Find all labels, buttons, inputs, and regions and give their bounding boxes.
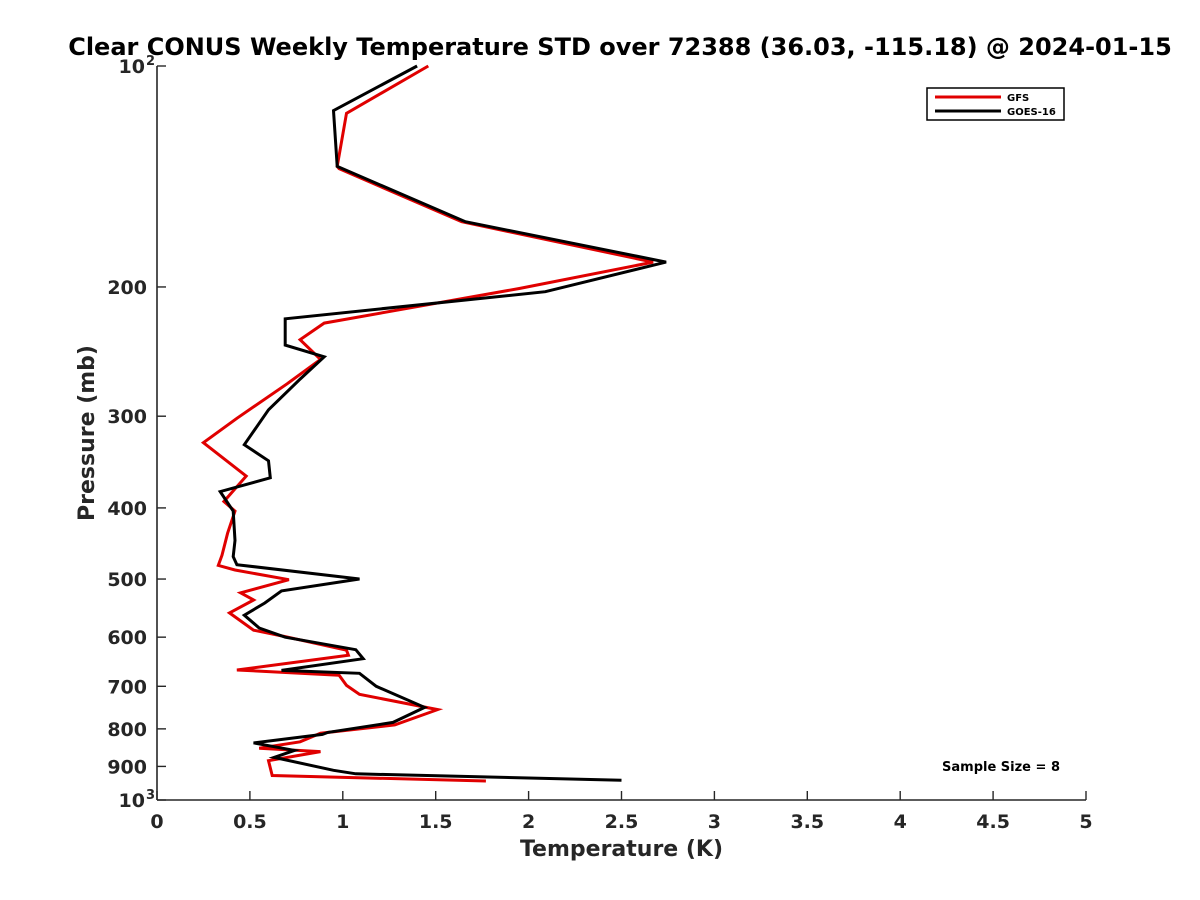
y-tick-label: 500 <box>107 569 147 591</box>
chart-title: Clear CONUS Weekly Temperature STD over … <box>68 33 1172 61</box>
y-axis-label: Pressure (mb) <box>75 345 100 521</box>
y-tick-exponent: 3 <box>146 788 155 803</box>
y-tick-label: 700 <box>107 676 147 698</box>
x-tick-label: 2.5 <box>605 811 639 833</box>
x-axis-ticks: 0 0.5 1 1.5 2 2.5 3 3.5 4 4.5 5 <box>150 791 1093 833</box>
legend-label-gfs: GFS <box>1007 93 1029 104</box>
x-tick-label: 4 <box>894 811 907 833</box>
x-tick-label: 1 <box>336 811 349 833</box>
legend-label-goes-16: GOES-16 <box>1007 107 1056 118</box>
x-tick-label: 3.5 <box>790 811 824 833</box>
x-tick-label: 1.5 <box>419 811 453 833</box>
legend: GFS GOES-16 <box>926 87 1065 121</box>
y-tick-label: 600 <box>107 627 147 649</box>
y-tick-label: 10 <box>119 790 145 812</box>
series-line-goes-16 <box>217 64 667 782</box>
x-tick-label: 0 <box>150 811 163 833</box>
series-line-gfs <box>200 64 654 783</box>
x-axis-label: Temperature (K) <box>520 837 723 862</box>
x-tick-label: 0.5 <box>233 811 267 833</box>
y-tick-exponent: 2 <box>146 54 155 69</box>
y-tick-label: 10 <box>119 56 145 78</box>
plot-frame <box>156 66 1086 801</box>
y-tick-label: 800 <box>107 719 147 741</box>
x-tick-label: 2 <box>522 811 535 833</box>
legend-box <box>926 87 1065 121</box>
y-tick-label: 200 <box>107 277 147 299</box>
series-layer <box>200 64 667 783</box>
y-tick-label: 900 <box>107 756 147 778</box>
x-tick-label: 3 <box>708 811 721 833</box>
x-tick-label: 4.5 <box>976 811 1010 833</box>
y-tick-label: 400 <box>107 498 147 520</box>
y-tick-label: 300 <box>107 406 147 428</box>
x-tick-label: 5 <box>1079 811 1092 833</box>
sample-size-annotation: Sample Size = 8 <box>942 760 1060 775</box>
